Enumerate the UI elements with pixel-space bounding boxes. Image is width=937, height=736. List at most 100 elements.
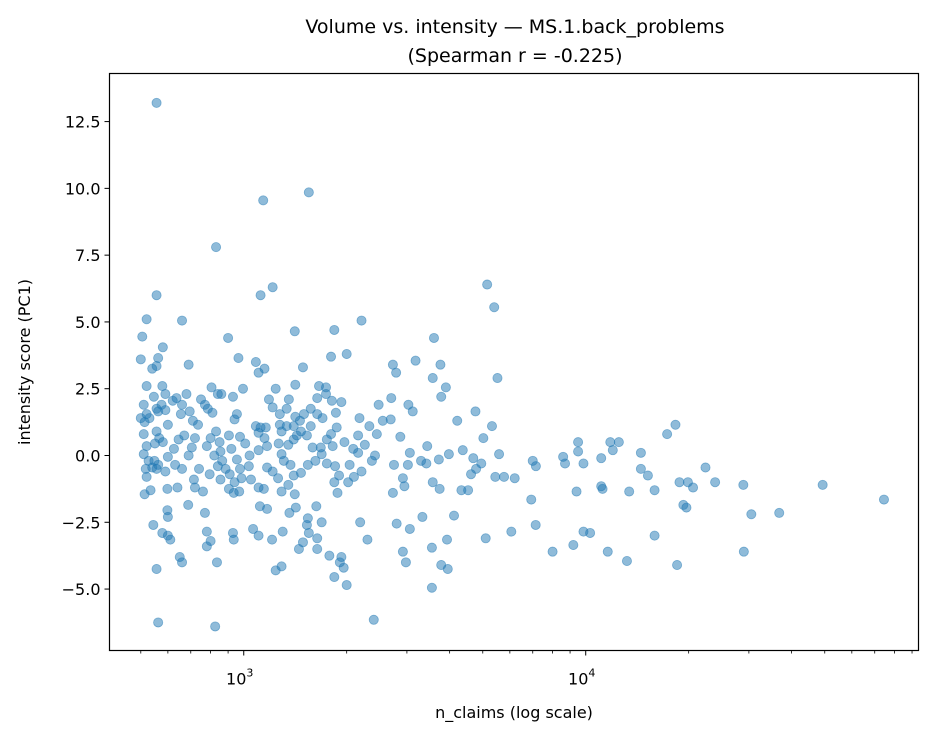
data-point	[321, 434, 332, 445]
data-point	[324, 550, 335, 561]
data-point	[177, 463, 188, 474]
data-point	[177, 399, 188, 410]
data-point	[321, 458, 332, 469]
y-tick-label: 5.0	[75, 313, 100, 332]
data-point	[303, 527, 314, 538]
data-point	[289, 489, 300, 500]
data-point	[578, 458, 589, 469]
data-point	[478, 433, 489, 444]
data-point	[321, 389, 332, 400]
data-point	[267, 466, 278, 477]
data-point	[607, 445, 618, 456]
data-point	[262, 503, 273, 514]
data-point	[141, 381, 152, 392]
data-point	[260, 422, 271, 433]
y-tick-label: −5.0	[62, 580, 101, 599]
data-point	[403, 399, 414, 410]
y-tick-label: 12.5	[65, 113, 101, 132]
data-point	[621, 556, 632, 567]
data-point	[391, 518, 402, 529]
data-point	[341, 580, 352, 591]
data-point	[402, 459, 413, 470]
data-point	[624, 486, 635, 497]
data-point	[201, 526, 212, 537]
data-point	[175, 409, 186, 420]
data-point	[231, 454, 242, 465]
data-point	[738, 546, 749, 557]
data-point	[288, 421, 299, 432]
data-point	[329, 324, 340, 335]
data-point	[385, 414, 396, 425]
data-point	[153, 617, 164, 628]
data-point	[326, 395, 337, 406]
data-point	[355, 517, 366, 528]
data-point	[311, 501, 322, 512]
data-point	[237, 383, 248, 394]
data-point	[144, 413, 155, 424]
data-point	[149, 438, 160, 449]
data-point	[262, 441, 273, 452]
data-point	[494, 449, 505, 460]
data-point	[312, 543, 323, 554]
data-point	[336, 397, 347, 408]
data-point	[197, 486, 208, 497]
y-tick-label: 0.0	[75, 446, 100, 465]
y-tick-label: 10.0	[65, 179, 101, 198]
data-point	[289, 326, 300, 337]
chart-title: Volume vs. intensity — MS.1.back_problem…	[305, 16, 724, 38]
data-point	[227, 391, 238, 402]
data-points	[135, 97, 889, 632]
data-point	[649, 530, 660, 541]
data-point	[303, 187, 314, 198]
data-point	[236, 473, 247, 484]
data-point	[463, 485, 474, 496]
data-point	[486, 421, 497, 432]
data-point	[297, 362, 308, 373]
data-point	[290, 502, 301, 513]
data-point	[672, 560, 683, 571]
data-point	[194, 463, 205, 474]
data-point	[293, 543, 304, 554]
data-point	[359, 439, 370, 450]
data-point	[253, 367, 264, 378]
data-point	[199, 507, 210, 518]
data-point	[330, 461, 341, 472]
data-point	[138, 429, 149, 440]
data-point	[452, 415, 463, 426]
data-point	[214, 437, 225, 448]
data-point	[253, 445, 264, 456]
data-point	[234, 431, 245, 442]
data-point	[277, 526, 288, 537]
data-point	[400, 557, 411, 568]
data-point	[216, 389, 227, 400]
data-point	[153, 352, 164, 363]
data-point	[273, 438, 284, 449]
data-point	[700, 462, 711, 473]
data-point	[530, 519, 541, 530]
data-point	[160, 389, 171, 400]
data-point	[509, 473, 520, 484]
data-point	[662, 429, 673, 440]
data-point	[386, 393, 397, 404]
data-point	[183, 359, 194, 370]
data-point	[388, 459, 399, 470]
data-point	[526, 494, 537, 505]
data-point	[364, 421, 375, 432]
data-point	[395, 431, 406, 442]
data-point	[215, 474, 226, 485]
data-point	[305, 403, 316, 414]
data-point	[329, 572, 340, 583]
data-point	[290, 379, 301, 390]
data-point	[316, 517, 327, 528]
data-point	[417, 511, 428, 522]
data-point	[224, 469, 235, 480]
data-point	[530, 461, 541, 472]
data-point	[209, 450, 220, 461]
data-point	[244, 450, 255, 461]
data-point	[330, 407, 341, 418]
data-point	[138, 399, 149, 410]
plot-frame	[108, 72, 920, 652]
data-point	[148, 519, 159, 530]
data-point	[642, 470, 653, 481]
